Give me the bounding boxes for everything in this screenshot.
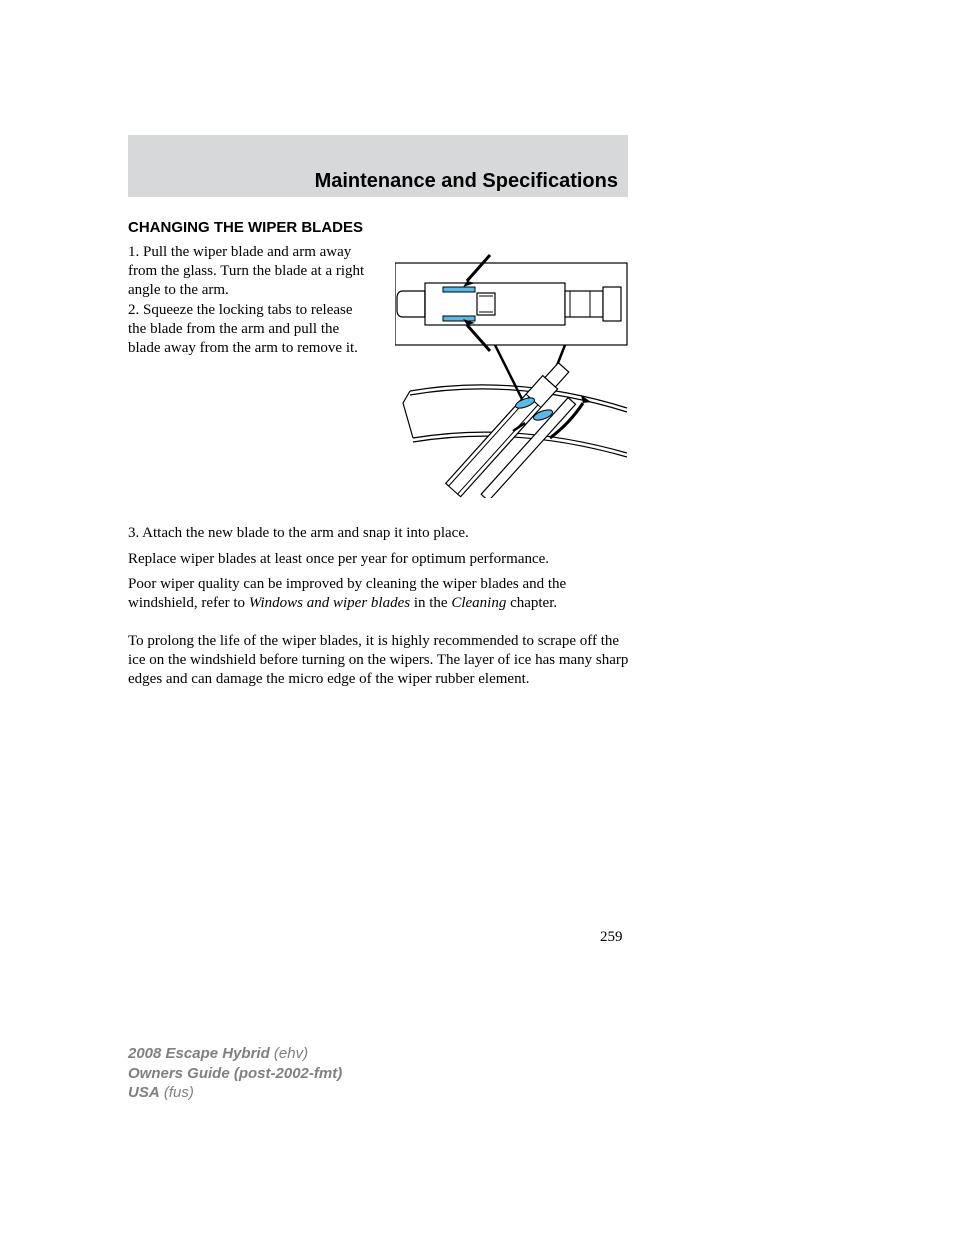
page-header-title: Maintenance and Specifications	[128, 170, 628, 193]
footer-region: USA	[128, 1084, 160, 1101]
footer-block: 2008 Escape Hybrid (ehv) Owners Guide (p…	[128, 1044, 342, 1103]
footer-line-3: USA (fus)	[128, 1083, 342, 1103]
poor-suffix: chapter.	[506, 595, 557, 611]
poor-quality-paragraph: Poor wiper quality can be improved by cl…	[128, 575, 638, 613]
footer-line-1: 2008 Escape Hybrid (ehv)	[128, 1044, 342, 1064]
step-3-text: 3. Attach the new blade to the arm and s…	[128, 524, 628, 543]
wiper-diagram	[395, 243, 630, 498]
page-number: 259	[600, 929, 623, 946]
footer-code3: (fus)	[160, 1084, 194, 1101]
footer-code1: (ehv)	[270, 1045, 308, 1062]
cleaning-italic: Cleaning	[451, 595, 506, 611]
step-2-text: 2. Squeeze the locking tabs to release t…	[128, 301, 373, 357]
replace-paragraph: Replace wiper blades at least once per y…	[128, 550, 628, 569]
footer-line-2: Owners Guide (post-2002-fmt)	[128, 1064, 342, 1084]
windows-wiper-italic: Windows and wiper blades	[249, 595, 410, 611]
section-heading: CHANGING THE WIPER BLADES	[128, 219, 363, 236]
step-1-text: 1. Pull the wiper blade and arm away fro…	[128, 243, 373, 299]
poor-mid: in the	[410, 595, 451, 611]
footer-vehicle: 2008 Escape Hybrid	[128, 1045, 270, 1062]
prolong-paragraph: To prolong the life of the wiper blades,…	[128, 632, 638, 688]
